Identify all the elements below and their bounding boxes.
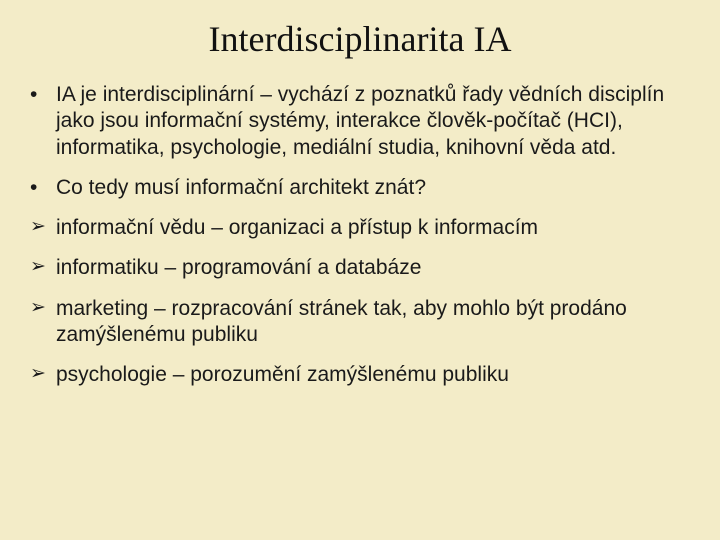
list-item: ➢ psychologie – porozumění zamýšlenému p… [28,362,692,388]
list-item-text: IA je interdisciplinární – vychází z poz… [56,82,692,161]
list-item-text: Co tedy musí informační architekt znát? [56,175,692,201]
list-item-text: informatiku – programování a databáze [56,255,692,281]
list-item: ➢ informační vědu – organizaci a přístup… [28,215,692,241]
bullet-arrow-icon: ➢ [28,362,56,386]
bullet-dot-icon: • [28,175,56,201]
slide-title: Interdisciplinarita IA [28,18,692,60]
list-item-text: psychologie – porozumění zamýšlenému pub… [56,362,692,388]
list-item: ➢ marketing – rozpracování stránek tak, … [28,296,692,349]
list-item-text: informační vědu – organizaci a přístup k… [56,215,692,241]
list-item: • Co tedy musí informační architekt znát… [28,175,692,201]
bullet-list: • IA je interdisciplinární – vychází z p… [28,82,692,388]
slide: Interdisciplinarita IA • IA je interdisc… [0,0,720,540]
bullet-arrow-icon: ➢ [28,296,56,320]
bullet-dot-icon: • [28,82,56,108]
bullet-arrow-icon: ➢ [28,215,56,239]
list-item-text: marketing – rozpracování stránek tak, ab… [56,296,692,349]
bullet-arrow-icon: ➢ [28,255,56,279]
list-item: • IA je interdisciplinární – vychází z p… [28,82,692,161]
list-item: ➢ informatiku – programování a databáze [28,255,692,281]
